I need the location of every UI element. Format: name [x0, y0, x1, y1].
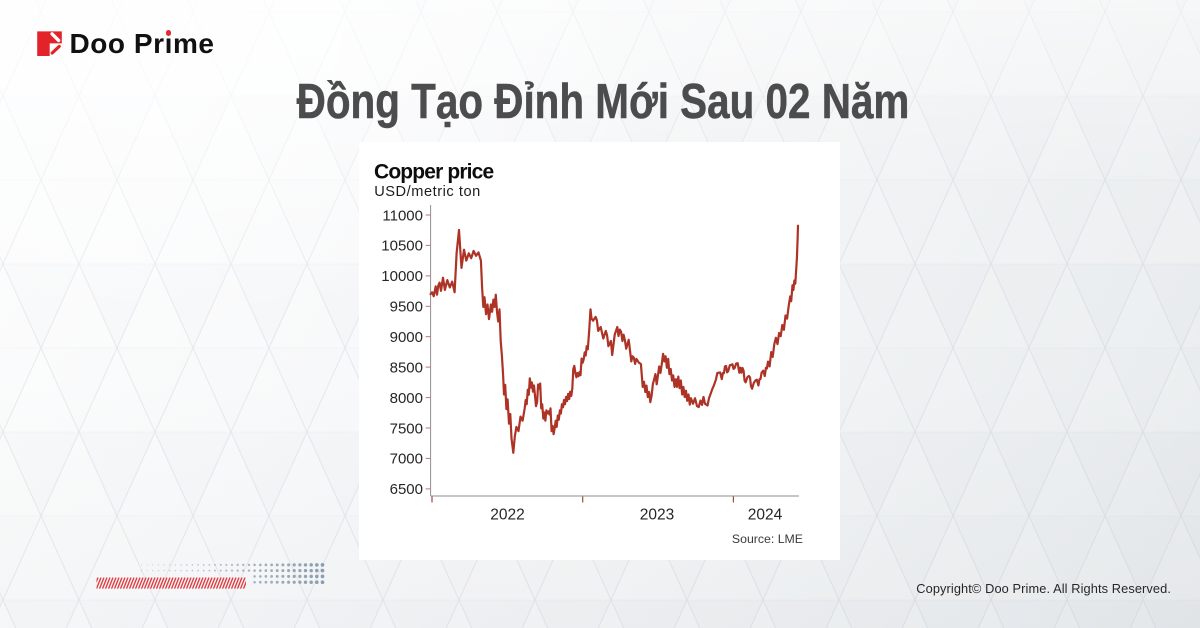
svg-text:11000: 11000 — [382, 207, 423, 224]
svg-text:9000: 9000 — [390, 329, 423, 346]
svg-text:Copper price: Copper price — [374, 160, 493, 183]
svg-text:2023: 2023 — [640, 507, 674, 524]
svg-text:USD/metric ton: USD/metric ton — [374, 184, 481, 200]
svg-text:Source: LME: Source: LME — [732, 532, 803, 546]
svg-text:10000: 10000 — [381, 268, 423, 285]
svg-text:2024: 2024 — [748, 507, 783, 524]
svg-text:10500: 10500 — [381, 238, 423, 255]
svg-text:9500: 9500 — [390, 299, 423, 316]
svg-text:7000: 7000 — [390, 451, 423, 468]
svg-text:8000: 8000 — [390, 390, 423, 407]
svg-text:2022: 2022 — [490, 507, 524, 524]
svg-text:7500: 7500 — [390, 420, 423, 437]
svg-text:8500: 8500 — [390, 359, 423, 376]
svg-text:6500: 6500 — [390, 481, 423, 498]
